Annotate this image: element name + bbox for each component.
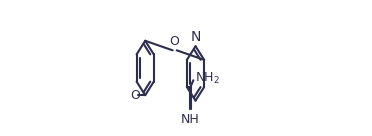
Text: O: O	[130, 89, 140, 102]
Text: NH$_2$: NH$_2$	[195, 71, 220, 86]
Text: NH: NH	[181, 113, 200, 126]
Text: O: O	[170, 35, 180, 48]
Text: N: N	[190, 30, 201, 44]
